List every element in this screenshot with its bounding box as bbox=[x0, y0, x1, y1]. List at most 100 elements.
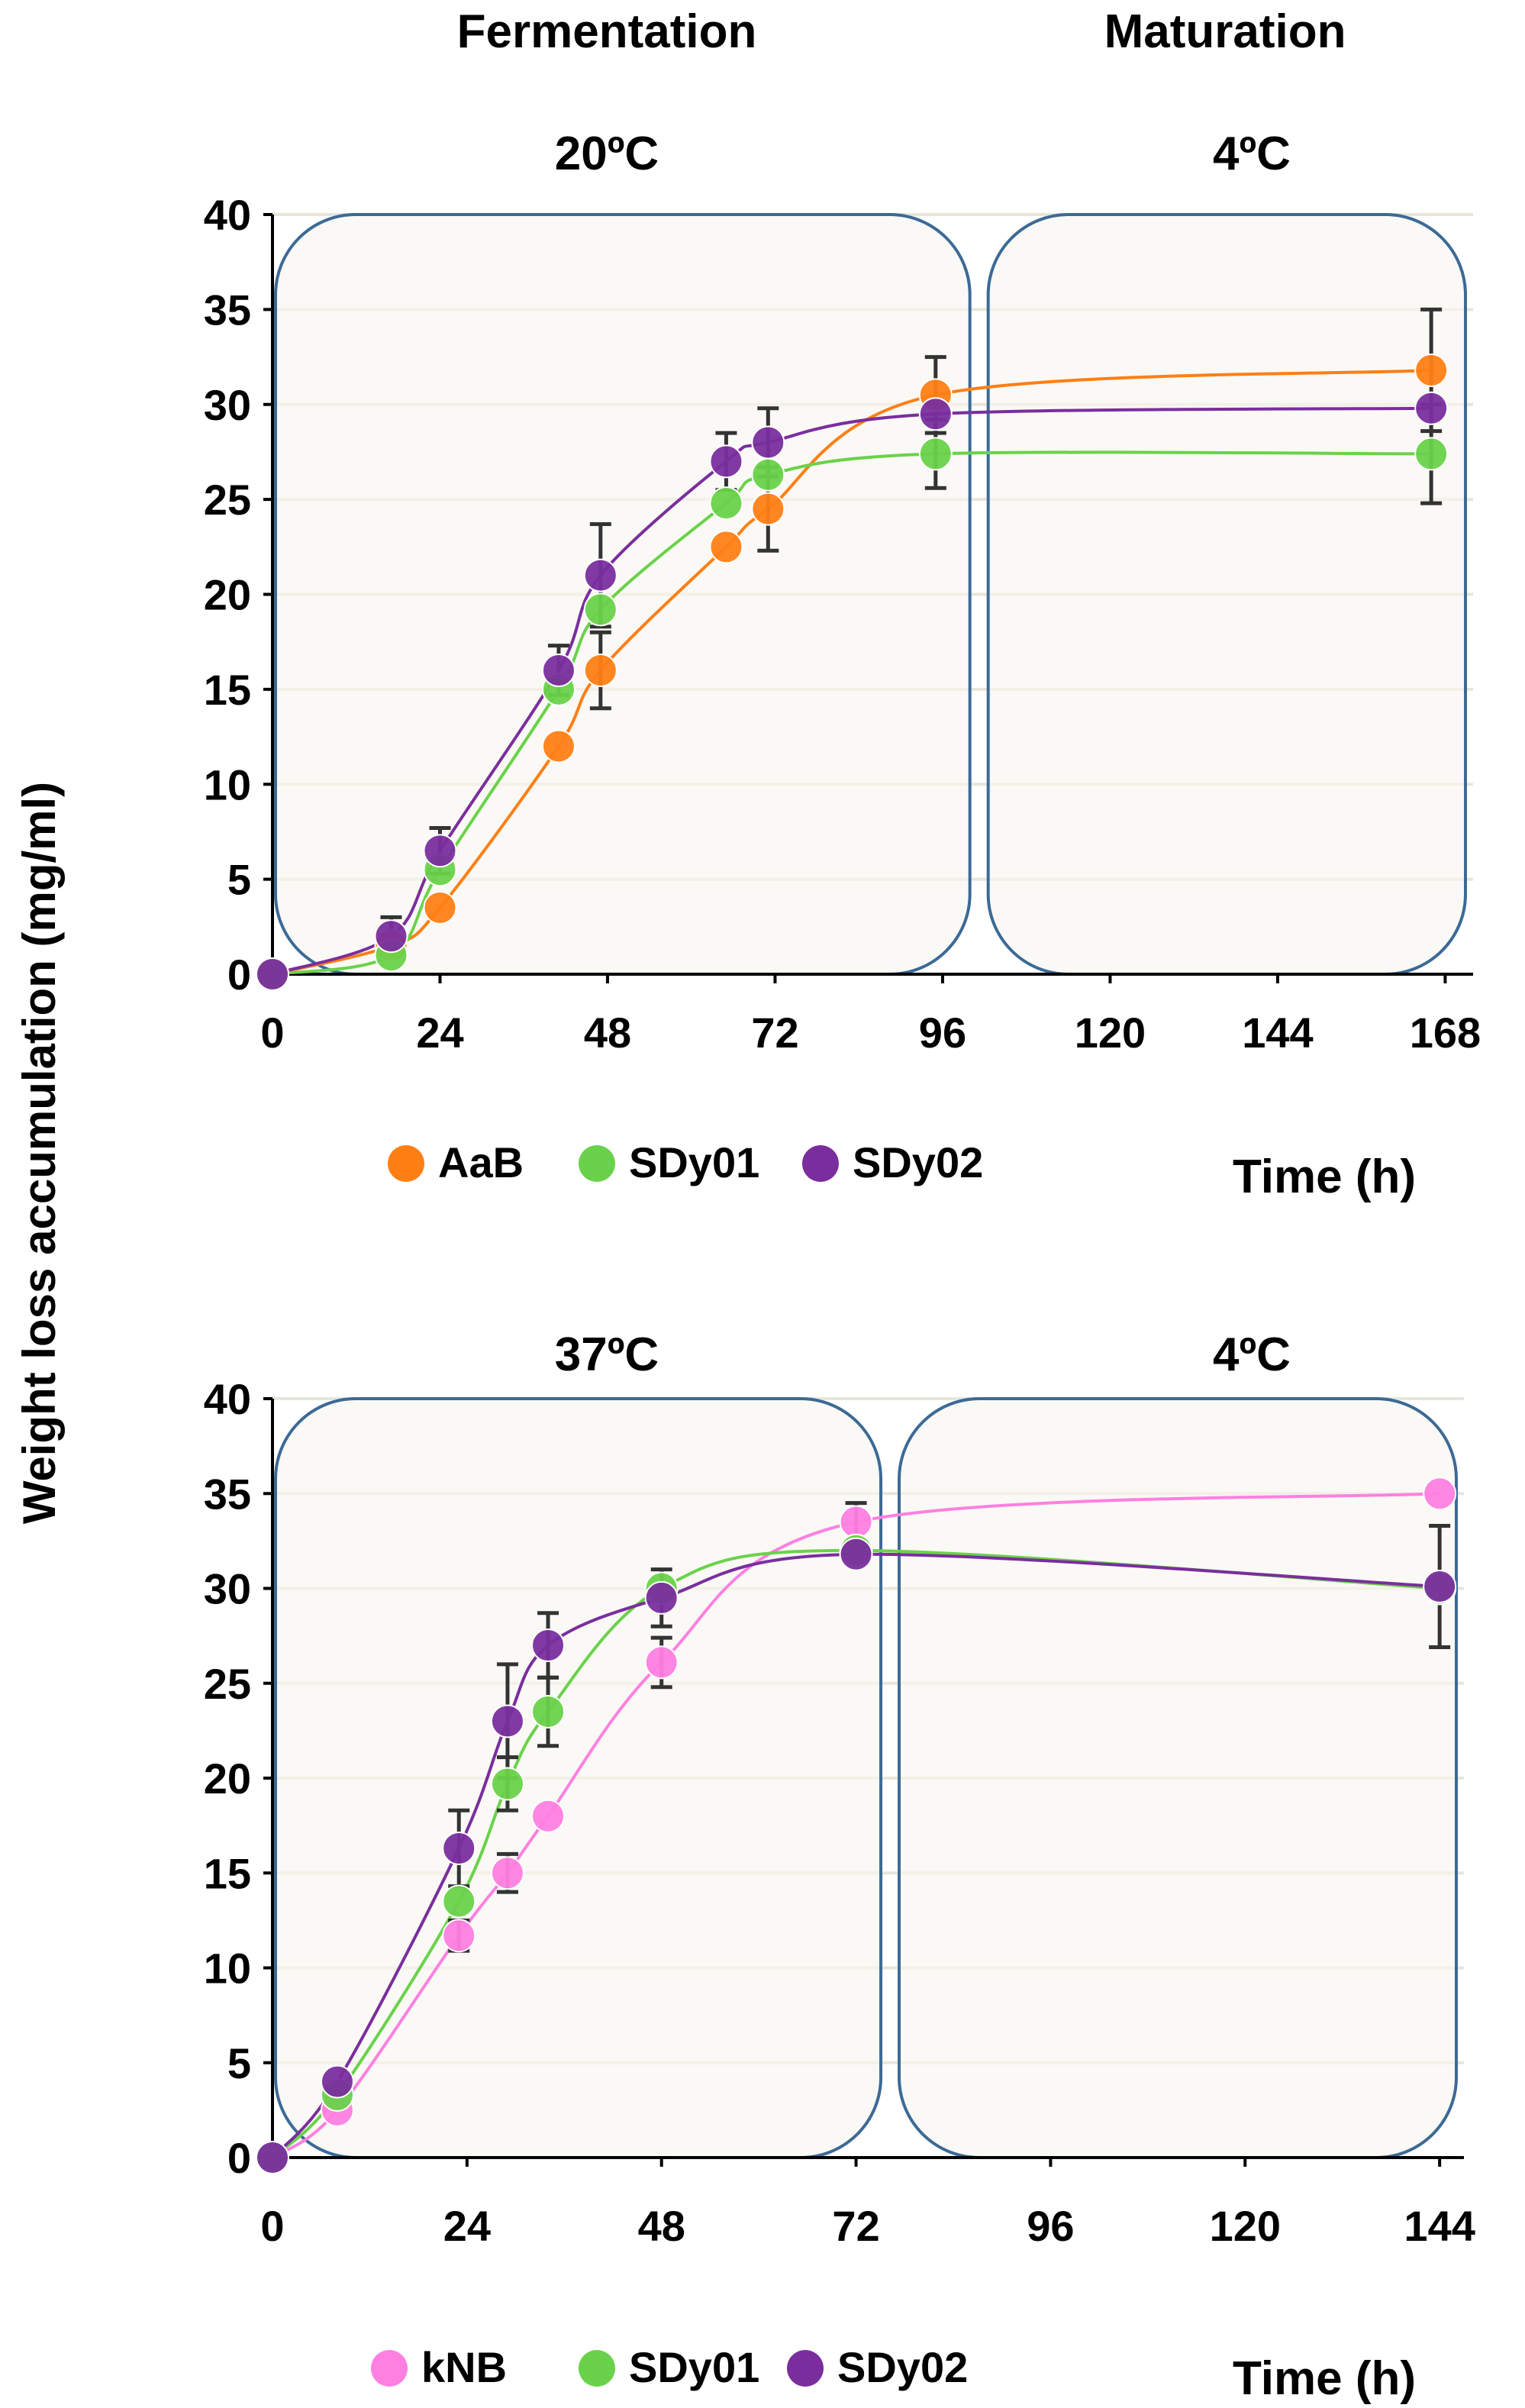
x-tick-label: 120 bbox=[1075, 1009, 1146, 1057]
maturation-header: Maturation bbox=[1104, 5, 1346, 58]
x-tick-label: 24 bbox=[416, 1009, 463, 1057]
data-point-sdy02 bbox=[751, 425, 785, 460]
legend-marker-knb bbox=[371, 2350, 408, 2387]
bottom-legend: kNB SDy01 SDy02 bbox=[371, 2343, 968, 2391]
x-tick-label: 144 bbox=[1404, 2202, 1475, 2250]
x-tick-label: 0 bbox=[260, 1009, 284, 1057]
data-point-sdy02 bbox=[1414, 391, 1449, 425]
data-point-sdy02 bbox=[839, 1537, 873, 1571]
data-point-sdy02 bbox=[256, 957, 289, 991]
legend-label-sdy02: SDy02 bbox=[837, 2343, 968, 2391]
data-point-knb bbox=[644, 1645, 679, 1680]
legend-marker-sdy02 bbox=[802, 1145, 839, 1182]
legend-label-sdy02: SDy02 bbox=[853, 1138, 983, 1186]
fermentation-phase-box bbox=[274, 213, 972, 976]
series-line-sdy01 bbox=[272, 450, 1432, 976]
data-point-sdy02 bbox=[531, 1628, 566, 1663]
legend-marker-sdy01 bbox=[579, 2350, 615, 2387]
series-line-knb bbox=[271, 1492, 1440, 2159]
fermentation-header: Fermentation bbox=[457, 5, 757, 58]
series-line-sdy02 bbox=[272, 406, 1432, 976]
data-point-sdy01 bbox=[1414, 437, 1449, 471]
data-point-sdy01 bbox=[751, 457, 785, 492]
bottom-x-axis-label: Time (h) bbox=[1233, 2352, 1416, 2405]
y-tick-label: 30 bbox=[204, 1565, 251, 1613]
data-point-sdy01 bbox=[531, 1695, 566, 1729]
x-tick-label: 120 bbox=[1210, 2202, 1281, 2250]
x-tick-label: 96 bbox=[919, 1009, 966, 1057]
data-point-sdy01 bbox=[442, 1884, 476, 1919]
data-point-knb bbox=[490, 1856, 524, 1890]
x-tick-label: 48 bbox=[638, 2202, 685, 2250]
y-tick-label: 40 bbox=[204, 1375, 251, 1423]
fermentation-phase-box bbox=[274, 1397, 883, 2159]
series-line-aab bbox=[272, 369, 1432, 976]
x-tick-label: 96 bbox=[1027, 2202, 1074, 2250]
bottom-left-temperature: 37ºC bbox=[555, 1328, 659, 1381]
data-point-sdy02 bbox=[490, 1704, 524, 1738]
data-point-knb bbox=[1423, 1477, 1457, 1511]
data-point-aab bbox=[1414, 353, 1449, 387]
legend-label-aab: AaB bbox=[438, 1138, 524, 1186]
x-tick-label: 72 bbox=[832, 2202, 879, 2250]
data-point-sdy02 bbox=[583, 558, 617, 592]
x-tick-label: 72 bbox=[751, 1009, 798, 1057]
data-point-aab bbox=[709, 530, 743, 564]
data-point-sdy02 bbox=[320, 2064, 354, 2099]
data-point-sdy02 bbox=[256, 2141, 289, 2174]
y-tick-label: 35 bbox=[204, 1470, 251, 1518]
data-point-knb bbox=[531, 1799, 566, 1833]
data-point-aab bbox=[751, 492, 785, 526]
y-tick-label: 40 bbox=[204, 191, 251, 239]
legend-marker-sdy02 bbox=[787, 2350, 824, 2387]
top-x-axis-label: Time (h) bbox=[1233, 1151, 1416, 1203]
y-tick-label: 15 bbox=[204, 666, 251, 714]
legend-label-sdy01: SDy01 bbox=[629, 2343, 759, 2391]
data-point-sdy02 bbox=[374, 919, 408, 954]
data-point-sdy02 bbox=[423, 834, 457, 868]
y-tick-label: 5 bbox=[227, 856, 251, 904]
legend-label-sdy01: SDy01 bbox=[629, 1138, 759, 1186]
x-tick-label: 144 bbox=[1242, 1009, 1313, 1057]
y-tick-label: 25 bbox=[204, 1660, 251, 1708]
top-left-temperature: 20ºC bbox=[555, 128, 659, 180]
y-tick-label: 0 bbox=[227, 951, 251, 999]
y-tick-label: 25 bbox=[204, 476, 251, 524]
top-right-temperature: 4ºC bbox=[1213, 128, 1291, 180]
y-axis-label: Weight loss accumulation (mg/ml) bbox=[14, 782, 65, 1524]
y-tick-label: 20 bbox=[204, 571, 251, 619]
data-point-aab bbox=[541, 729, 576, 763]
data-point-sdy02 bbox=[918, 397, 953, 431]
data-point-knb bbox=[839, 1505, 873, 1539]
bottom-right-temperature: 4ºC bbox=[1213, 1328, 1291, 1381]
legend-marker-aab bbox=[388, 1145, 424, 1182]
data-point-knb bbox=[442, 1919, 476, 1953]
y-tick-label: 35 bbox=[204, 286, 251, 334]
data-point-sdy01 bbox=[490, 1767, 524, 1801]
y-tick-label: 5 bbox=[227, 2039, 251, 2087]
data-point-sdy01 bbox=[918, 437, 953, 471]
maturation-phase-box bbox=[986, 213, 1467, 976]
data-point-sdy01 bbox=[583, 592, 617, 627]
legend-label-knb: kNB bbox=[421, 2343, 507, 2391]
legend-marker-sdy01 bbox=[579, 1145, 615, 1182]
data-point-sdy02 bbox=[709, 444, 743, 479]
x-tick-label: 0 bbox=[260, 2202, 284, 2250]
y-tick-label: 30 bbox=[204, 381, 251, 429]
x-tick-label: 168 bbox=[1410, 1009, 1481, 1057]
y-tick-label: 10 bbox=[204, 760, 251, 809]
data-point-aab bbox=[583, 654, 617, 687]
data-point-sdy01 bbox=[709, 486, 743, 521]
y-tick-label: 0 bbox=[227, 2134, 251, 2182]
maturation-phase-box bbox=[898, 1397, 1458, 2159]
data-point-sdy02 bbox=[1423, 1570, 1457, 1604]
bottom-panel: 0 5 10 15 20 25 30 35 40 0 24 48 72 96 120 144 bbox=[204, 1375, 1475, 2250]
y-tick-label: 15 bbox=[204, 1849, 251, 1897]
data-point-sdy02 bbox=[541, 654, 576, 687]
data-point-sdy02 bbox=[644, 1580, 679, 1615]
data-point-sdy02 bbox=[442, 1831, 476, 1865]
top-panel: 0 5 10 15 20 25 30 35 40 0 24 48 72 96 120 144 168 bbox=[204, 191, 1481, 1057]
data-point-aab bbox=[423, 890, 457, 925]
